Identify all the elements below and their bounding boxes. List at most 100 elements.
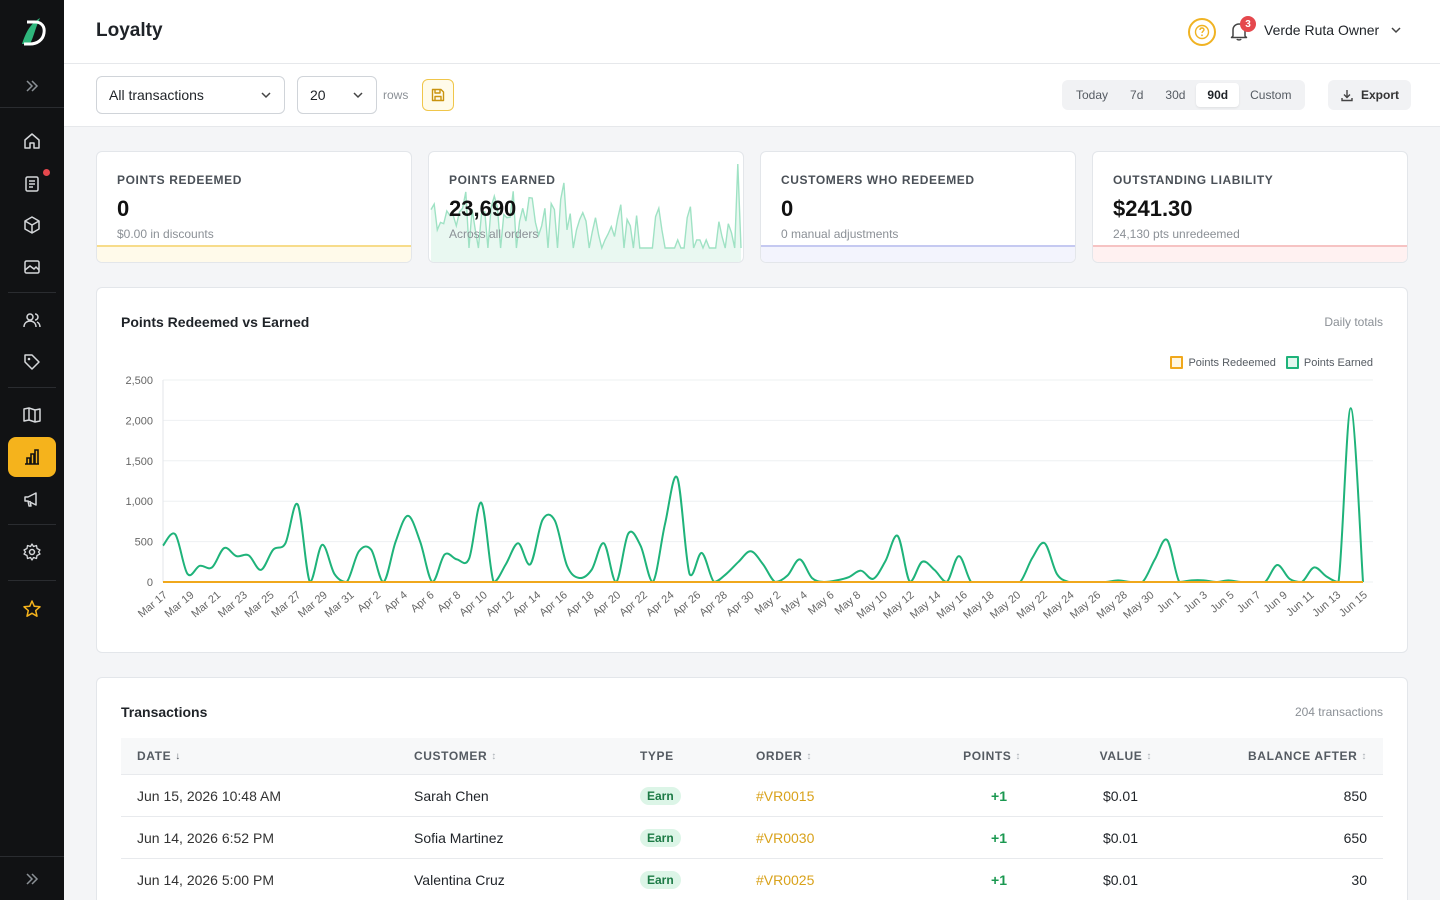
order-link[interactable]: #VR0015 — [756, 787, 815, 804]
col-order[interactable]: ORDER ↕ — [756, 749, 812, 763]
legend-item-earned[interactable]: Points Earned — [1285, 356, 1373, 369]
sidebar-item-favorites[interactable] — [8, 589, 56, 629]
x-tick-label: Mar 29 — [296, 589, 330, 620]
x-tick-label: Jun 3 — [1182, 589, 1210, 615]
kpi-label: POINTS EARNED — [449, 173, 556, 187]
transactions-card: Transactions 204 transactions DATE ↓ CUST… — [96, 677, 1408, 900]
table-row[interactable]: Jun 14, 2026 6:52 PM Sofia Martinez Earn… — [121, 817, 1383, 859]
kpi-subtext: $0.00 in discounts — [117, 227, 214, 241]
x-tick-label: Apr 30 — [724, 589, 757, 619]
col-value[interactable]: VALUE ↕ — [1099, 749, 1152, 763]
x-tick-label: Mar 21 — [189, 589, 223, 620]
cell-date: Jun 14, 2026 6:52 PM — [137, 829, 274, 846]
cell-value: $0.01 — [1102, 829, 1138, 846]
sparkline-line — [430, 163, 742, 251]
export-button[interactable]: Export — [1328, 80, 1412, 110]
legend-item-redeemed[interactable]: Points Redeemed — [1170, 356, 1276, 369]
sidebar-item-analytics[interactable] — [8, 437, 56, 477]
sidebar-item-products[interactable] — [8, 205, 56, 245]
range-today[interactable]: Today — [1076, 88, 1109, 102]
kpi-value: 0 — [781, 196, 794, 221]
notifications-button[interactable]: 3 — [1228, 16, 1256, 44]
save-icon — [431, 88, 445, 102]
x-tick-label: Apr 18 — [564, 589, 597, 619]
chevron-down-icon — [261, 92, 271, 99]
user-menu[interactable]: Verde Ruta Owner — [1264, 22, 1403, 38]
kpi-value: 23,690 — [449, 196, 517, 221]
sidebar-item-catalog[interactable] — [8, 395, 56, 435]
sort-desc-icon: ↓ — [175, 750, 181, 762]
transaction-filter-value: All transactions — [109, 87, 204, 103]
help-button[interactable] — [1188, 18, 1216, 46]
sidebar-item-customers[interactable] — [8, 300, 56, 340]
sparkline-area — [431, 164, 741, 262]
points-earned-sparkline — [430, 163, 742, 262]
x-tick-label: Apr 12 — [484, 589, 517, 619]
series-line-points-earned — [162, 407, 1364, 584]
transaction-filter-select[interactable]: All transactions — [96, 76, 285, 114]
range-90d[interactable]: 90d — [1196, 83, 1240, 107]
sidebar-item-marketing[interactable] — [8, 479, 56, 519]
sort-icon: ↕ — [1146, 750, 1152, 762]
date-range-segmented-control: Today 7d 30d 90d Custom — [1062, 80, 1306, 110]
chart-icon — [25, 449, 39, 465]
box-icon — [24, 216, 40, 234]
chart-note: Daily totals — [1324, 315, 1383, 329]
star-icon — [23, 600, 41, 617]
tag-icon — [24, 354, 40, 370]
customers-icon — [23, 313, 41, 328]
expand-icon — [26, 79, 39, 92]
image-icon — [24, 260, 40, 274]
cell-value: $0.01 — [1102, 871, 1138, 888]
cell-points: +1 — [991, 871, 1007, 888]
kpi-subtext: Across all orders — [449, 227, 539, 241]
x-tick-label: Mar 31 — [323, 589, 357, 620]
x-tick-label: Apr 14 — [511, 589, 544, 619]
x-tick-label: Mar 27 — [269, 589, 303, 620]
range-30d[interactable]: 30d — [1165, 88, 1186, 102]
x-tick-label: Apr 22 — [617, 589, 650, 619]
table-row[interactable]: Jun 15, 2026 10:48 AM Sarah Chen Earn #V… — [121, 775, 1383, 817]
megaphone-icon — [24, 492, 37, 507]
table-row[interactable]: Jun 14, 2026 5:00 PM Valentina Cruz Earn… — [121, 859, 1383, 900]
cell-balance: 30 — [1351, 871, 1367, 888]
rows-per-page-value: 20 — [310, 87, 326, 103]
save-view-button[interactable] — [422, 79, 454, 111]
sidebar-collapse-button[interactable] — [0, 856, 64, 900]
chevron-down-icon — [1391, 27, 1401, 34]
x-tick-label: Apr 2 — [355, 589, 383, 615]
order-link[interactable]: #VR0030 — [756, 829, 815, 846]
order-link[interactable]: #VR0025 — [756, 871, 815, 888]
type-badge: Earn — [640, 870, 681, 889]
rows-per-page-select[interactable]: 20 — [297, 76, 377, 114]
type-badge: Earn — [640, 786, 681, 805]
x-tick-label: Apr 24 — [644, 589, 677, 619]
col-customer[interactable]: CUSTOMER ↕ — [414, 749, 497, 763]
points-chart-card: 0 500 1,000 1,500 2,000 2,500 Mar 17 Mar 19 Mar … — [96, 287, 1408, 653]
brand-logo[interactable] — [16, 14, 48, 50]
rows-label: rows — [383, 88, 409, 102]
range-custom[interactable]: Custom — [1250, 88, 1292, 102]
table-header-row: DATE ↓ CUSTOMER ↕ TYPE ORDER ↕ POINTS ↕ VALU… — [121, 738, 1383, 775]
book-icon — [23, 407, 41, 423]
kpi-card-customers-redeemed: CUSTOMERS WHO REDEEMED 0 0 manual adjust… — [760, 151, 1076, 263]
x-tick-label: Jun 15 — [1337, 589, 1370, 619]
col-balance-after[interactable]: BALANCE AFTER ↕ — [1248, 749, 1367, 763]
sidebar-item-orders[interactable] — [8, 163, 56, 203]
range-7d[interactable]: 7d — [1130, 88, 1144, 102]
y-tick-label: 2,500 — [125, 375, 153, 387]
sidebar-item-home[interactable] — [8, 121, 56, 161]
sidebar-item-settings[interactable] — [8, 532, 56, 572]
cell-points: +1 — [991, 787, 1007, 804]
cell-points: +1 — [991, 829, 1007, 846]
type-badge: Earn — [640, 828, 681, 847]
col-date[interactable]: DATE ↓ — [137, 749, 181, 763]
sidebar-item-discounts[interactable] — [8, 342, 56, 382]
col-points[interactable]: POINTS ↕ — [963, 749, 1021, 763]
sidebar-expand-button[interactable] — [0, 64, 64, 108]
cell-customer: Sofia Martinez — [414, 829, 504, 846]
kpi-label: OUTSTANDING LIABILITY — [1113, 173, 1274, 187]
y-tick-label: 1,000 — [125, 496, 153, 508]
x-tick-label: Jun 13 — [1310, 589, 1343, 619]
sidebar-item-media[interactable] — [8, 247, 56, 287]
